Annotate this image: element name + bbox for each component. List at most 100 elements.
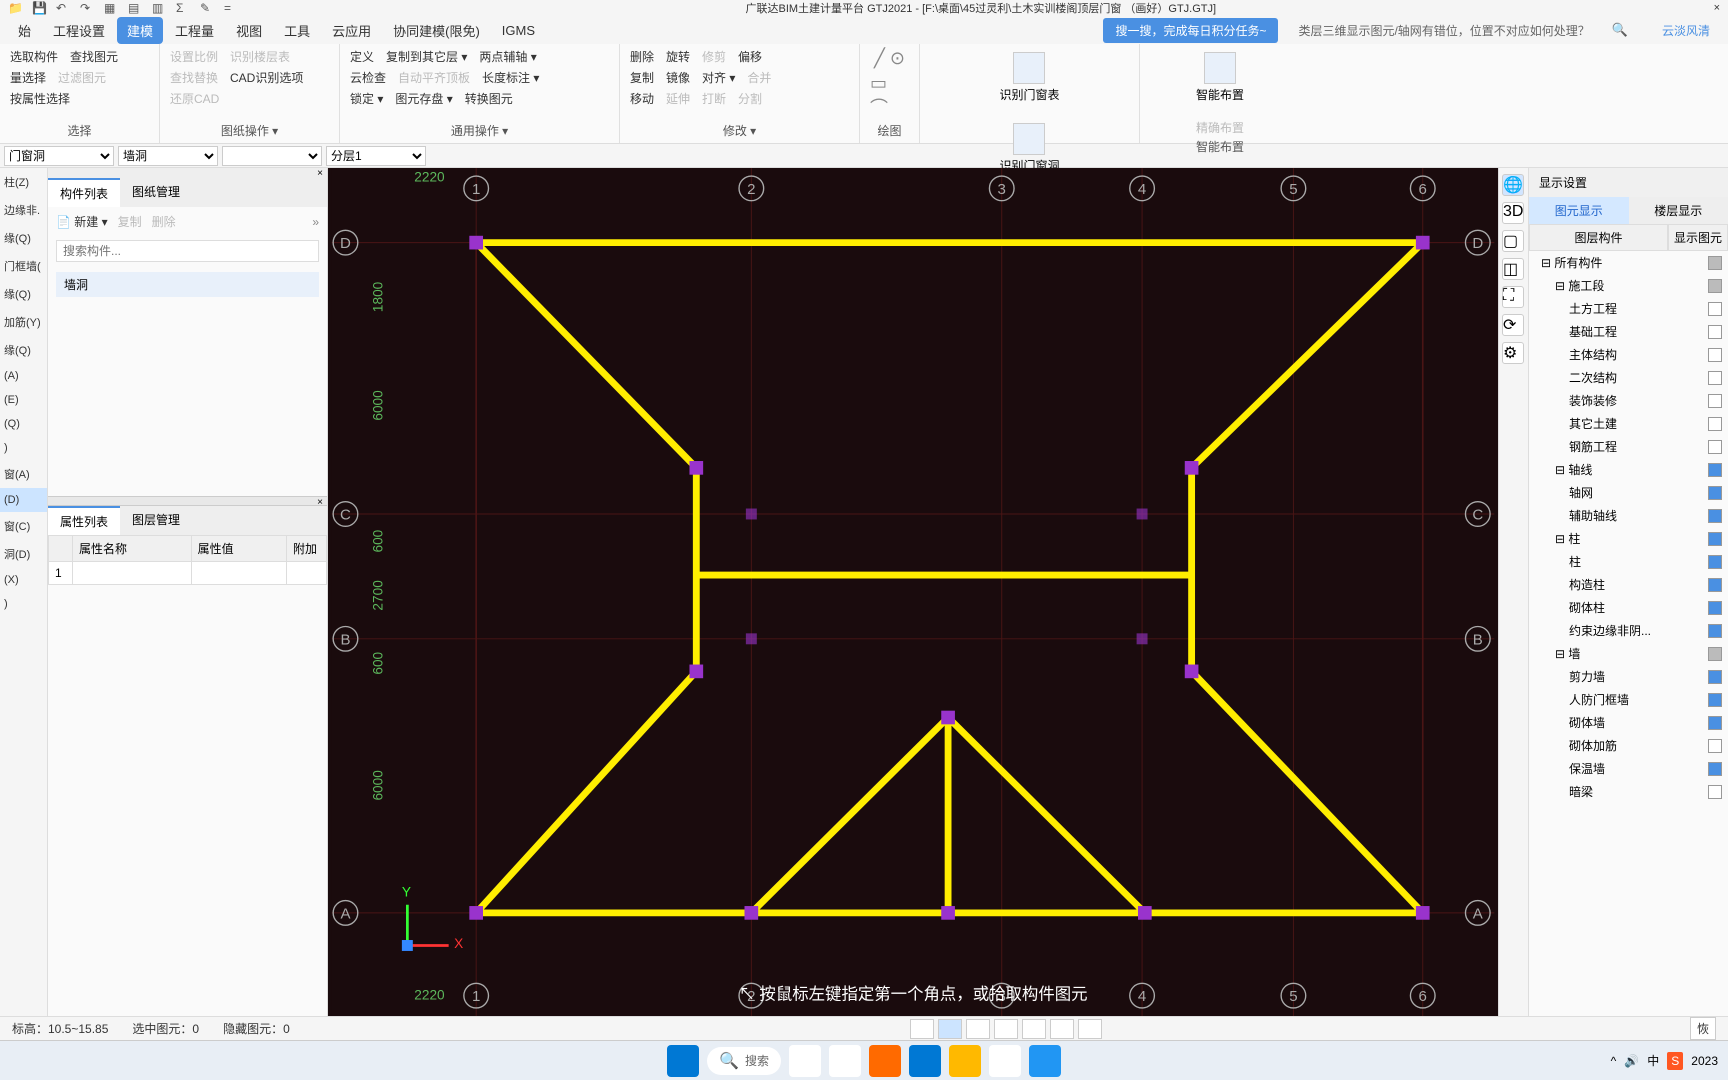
tree-row[interactable]: ⊟ 轴线 bbox=[1529, 458, 1728, 481]
align[interactable]: 对齐 ▾ bbox=[702, 69, 735, 86]
filter-element[interactable]: 过滤图元 bbox=[58, 69, 106, 86]
list-item[interactable]: 墙洞 bbox=[56, 272, 319, 297]
identify-door-table[interactable]: 识别门窗表 bbox=[991, 48, 1067, 107]
tab-drawing-manage[interactable]: 图纸管理 bbox=[120, 178, 192, 207]
grid-icon[interactable]: ▤ bbox=[128, 1, 144, 15]
tool-1[interactable] bbox=[910, 1019, 934, 1039]
copy[interactable]: 复制 bbox=[630, 69, 654, 86]
3d-icon[interactable]: 3D bbox=[1502, 202, 1524, 224]
tb-app3[interactable] bbox=[869, 1045, 901, 1077]
sidebar-item[interactable]: 缘(Q) bbox=[0, 336, 47, 364]
close-icon[interactable]: × bbox=[1714, 2, 1728, 14]
tree-row[interactable]: 砌体柱 bbox=[1529, 596, 1728, 619]
tree-row[interactable]: 砌体墙 bbox=[1529, 711, 1728, 734]
menu-quantity[interactable]: 工程量 bbox=[165, 17, 224, 44]
tb-app7[interactable] bbox=[1029, 1045, 1061, 1077]
tab-element-display[interactable]: 图元显示 bbox=[1529, 197, 1629, 224]
set-scale[interactable]: 设置比例 bbox=[170, 48, 218, 65]
tree-row[interactable]: 砌体加筋 bbox=[1529, 734, 1728, 757]
tree-row[interactable]: 暗梁 bbox=[1529, 780, 1728, 803]
sidebar-item[interactable]: ) bbox=[0, 592, 47, 616]
sidebar-item[interactable]: ) bbox=[0, 436, 47, 460]
tool-5[interactable] bbox=[1022, 1019, 1046, 1039]
globe-icon[interactable]: 🌐 bbox=[1502, 174, 1524, 196]
menu-cloud[interactable]: 云应用 bbox=[322, 17, 381, 44]
start-icon[interactable] bbox=[667, 1045, 699, 1077]
copy-button[interactable]: 复制 bbox=[118, 213, 142, 230]
region-icon[interactable]: ▦ bbox=[104, 1, 120, 15]
tree-row[interactable]: 剪力墙 bbox=[1529, 665, 1728, 688]
tab-floor-display[interactable]: 楼层显示 bbox=[1629, 197, 1728, 224]
sidebar-item[interactable]: 柱(Z) bbox=[0, 168, 47, 196]
tab-layer-manage[interactable]: 图层管理 bbox=[120, 506, 192, 535]
menu-view[interactable]: 视图 bbox=[226, 17, 272, 44]
tree-row[interactable]: 辅助轴线 bbox=[1529, 504, 1728, 527]
restore-cad[interactable]: 还原CAD bbox=[170, 90, 219, 107]
tree-row[interactable]: ⊟ 施工段 bbox=[1529, 274, 1728, 297]
delete[interactable]: 删除 bbox=[630, 48, 654, 65]
cube-icon[interactable]: ◫ bbox=[1502, 258, 1524, 280]
sum-icon[interactable]: Σ bbox=[176, 1, 192, 15]
cad-options[interactable]: CAD识别选项 bbox=[230, 69, 303, 86]
sidebar-item[interactable]: (Q) bbox=[0, 412, 47, 436]
eq-icon[interactable]: = bbox=[224, 1, 240, 15]
select-by-prop[interactable]: 按属性选择 bbox=[10, 90, 70, 107]
smart-layout[interactable]: 智能布置 bbox=[1188, 48, 1252, 107]
mirror[interactable]: 镜像 bbox=[666, 69, 690, 86]
move[interactable]: 移动 bbox=[630, 90, 654, 107]
offset[interactable]: 偏移 bbox=[738, 48, 762, 65]
tree-row[interactable]: 土方工程 bbox=[1529, 297, 1728, 320]
selector-type[interactable]: 墙洞 bbox=[118, 146, 218, 166]
selector-component[interactable] bbox=[222, 146, 322, 166]
tb-app2[interactable] bbox=[829, 1045, 861, 1077]
table-row[interactable]: 1 bbox=[49, 561, 327, 584]
tree-row[interactable]: 装饰装修 bbox=[1529, 389, 1728, 412]
drawing-canvas[interactable]: 112233445566DDCCBBAA18006000600270060060… bbox=[328, 168, 1498, 1016]
sidebar-item[interactable]: 缘(Q) bbox=[0, 224, 47, 252]
box-icon[interactable]: ▢ bbox=[1502, 230, 1524, 252]
tree-row[interactable]: 二次结构 bbox=[1529, 366, 1728, 389]
menu-start[interactable]: 始 bbox=[8, 17, 41, 44]
two-point-axis[interactable]: 两点辅轴 ▾ bbox=[479, 48, 536, 65]
sidebar-item[interactable]: 洞(D) bbox=[0, 540, 47, 568]
menu-project[interactable]: 工程设置 bbox=[43, 17, 115, 44]
redo-icon[interactable]: ↷ bbox=[80, 1, 96, 15]
identify-floor[interactable]: 识别楼层表 bbox=[230, 48, 290, 65]
user-label[interactable]: 云淡风清 bbox=[1652, 18, 1720, 43]
sidebar-item[interactable]: 门框墙( bbox=[0, 252, 47, 280]
menu-collab[interactable]: 协同建模(限免) bbox=[383, 17, 490, 44]
save-icon[interactable]: 💾 bbox=[32, 1, 48, 15]
find-element[interactable]: 查找图元 bbox=[70, 48, 118, 65]
tree-row[interactable]: ⊟ 所有构件 bbox=[1529, 251, 1728, 274]
trim[interactable]: 修剪 bbox=[702, 48, 726, 65]
delete-button[interactable]: 删除 bbox=[152, 213, 176, 230]
new-button[interactable]: 📄 新建 ▾ bbox=[56, 213, 108, 230]
element-save[interactable]: 图元存盘 ▾ bbox=[395, 90, 452, 107]
define[interactable]: 定义 bbox=[350, 48, 374, 65]
select-component[interactable]: 选取构件 bbox=[10, 48, 58, 65]
cloud-check[interactable]: 云检查 bbox=[350, 69, 386, 86]
sidebar-item[interactable]: 加筋(Y) bbox=[0, 308, 47, 336]
tab-props[interactable]: 属性列表 bbox=[48, 506, 120, 535]
tool-2[interactable] bbox=[938, 1019, 962, 1039]
tree-row[interactable]: 钢筋工程 bbox=[1529, 435, 1728, 458]
tool-4[interactable] bbox=[994, 1019, 1018, 1039]
tree-row[interactable]: 柱 bbox=[1529, 550, 1728, 573]
merge[interactable]: 合并 bbox=[747, 69, 771, 86]
search-tip[interactable]: 搜一搜，完成每日积分任务~ bbox=[1103, 18, 1278, 43]
tree-row[interactable]: ⊟ 柱 bbox=[1529, 527, 1728, 550]
tb-app4[interactable] bbox=[909, 1045, 941, 1077]
tree-row[interactable]: 人防门框墙 bbox=[1529, 688, 1728, 711]
search-box[interactable]: 🔍搜索 bbox=[707, 1047, 781, 1075]
tree-row[interactable]: 基础工程 bbox=[1529, 320, 1728, 343]
batch-select[interactable]: 量选择 bbox=[10, 69, 46, 86]
undo-icon[interactable]: ↶ bbox=[56, 1, 72, 15]
rotate[interactable]: 旋转 bbox=[666, 48, 690, 65]
menu-igms[interactable]: IGMS bbox=[492, 19, 545, 42]
split[interactable]: 分割 bbox=[738, 90, 762, 107]
find-replace[interactable]: 查找替换 bbox=[170, 69, 218, 86]
gear-icon[interactable]: ⚙ bbox=[1502, 342, 1524, 364]
sidebar-item[interactable]: 缘(Q) bbox=[0, 280, 47, 308]
selector-layer[interactable]: 分层1 bbox=[326, 146, 426, 166]
help-question[interactable]: 类层三维显示图元/轴网有错位，位置不对应如何处理？ bbox=[1288, 18, 1599, 43]
